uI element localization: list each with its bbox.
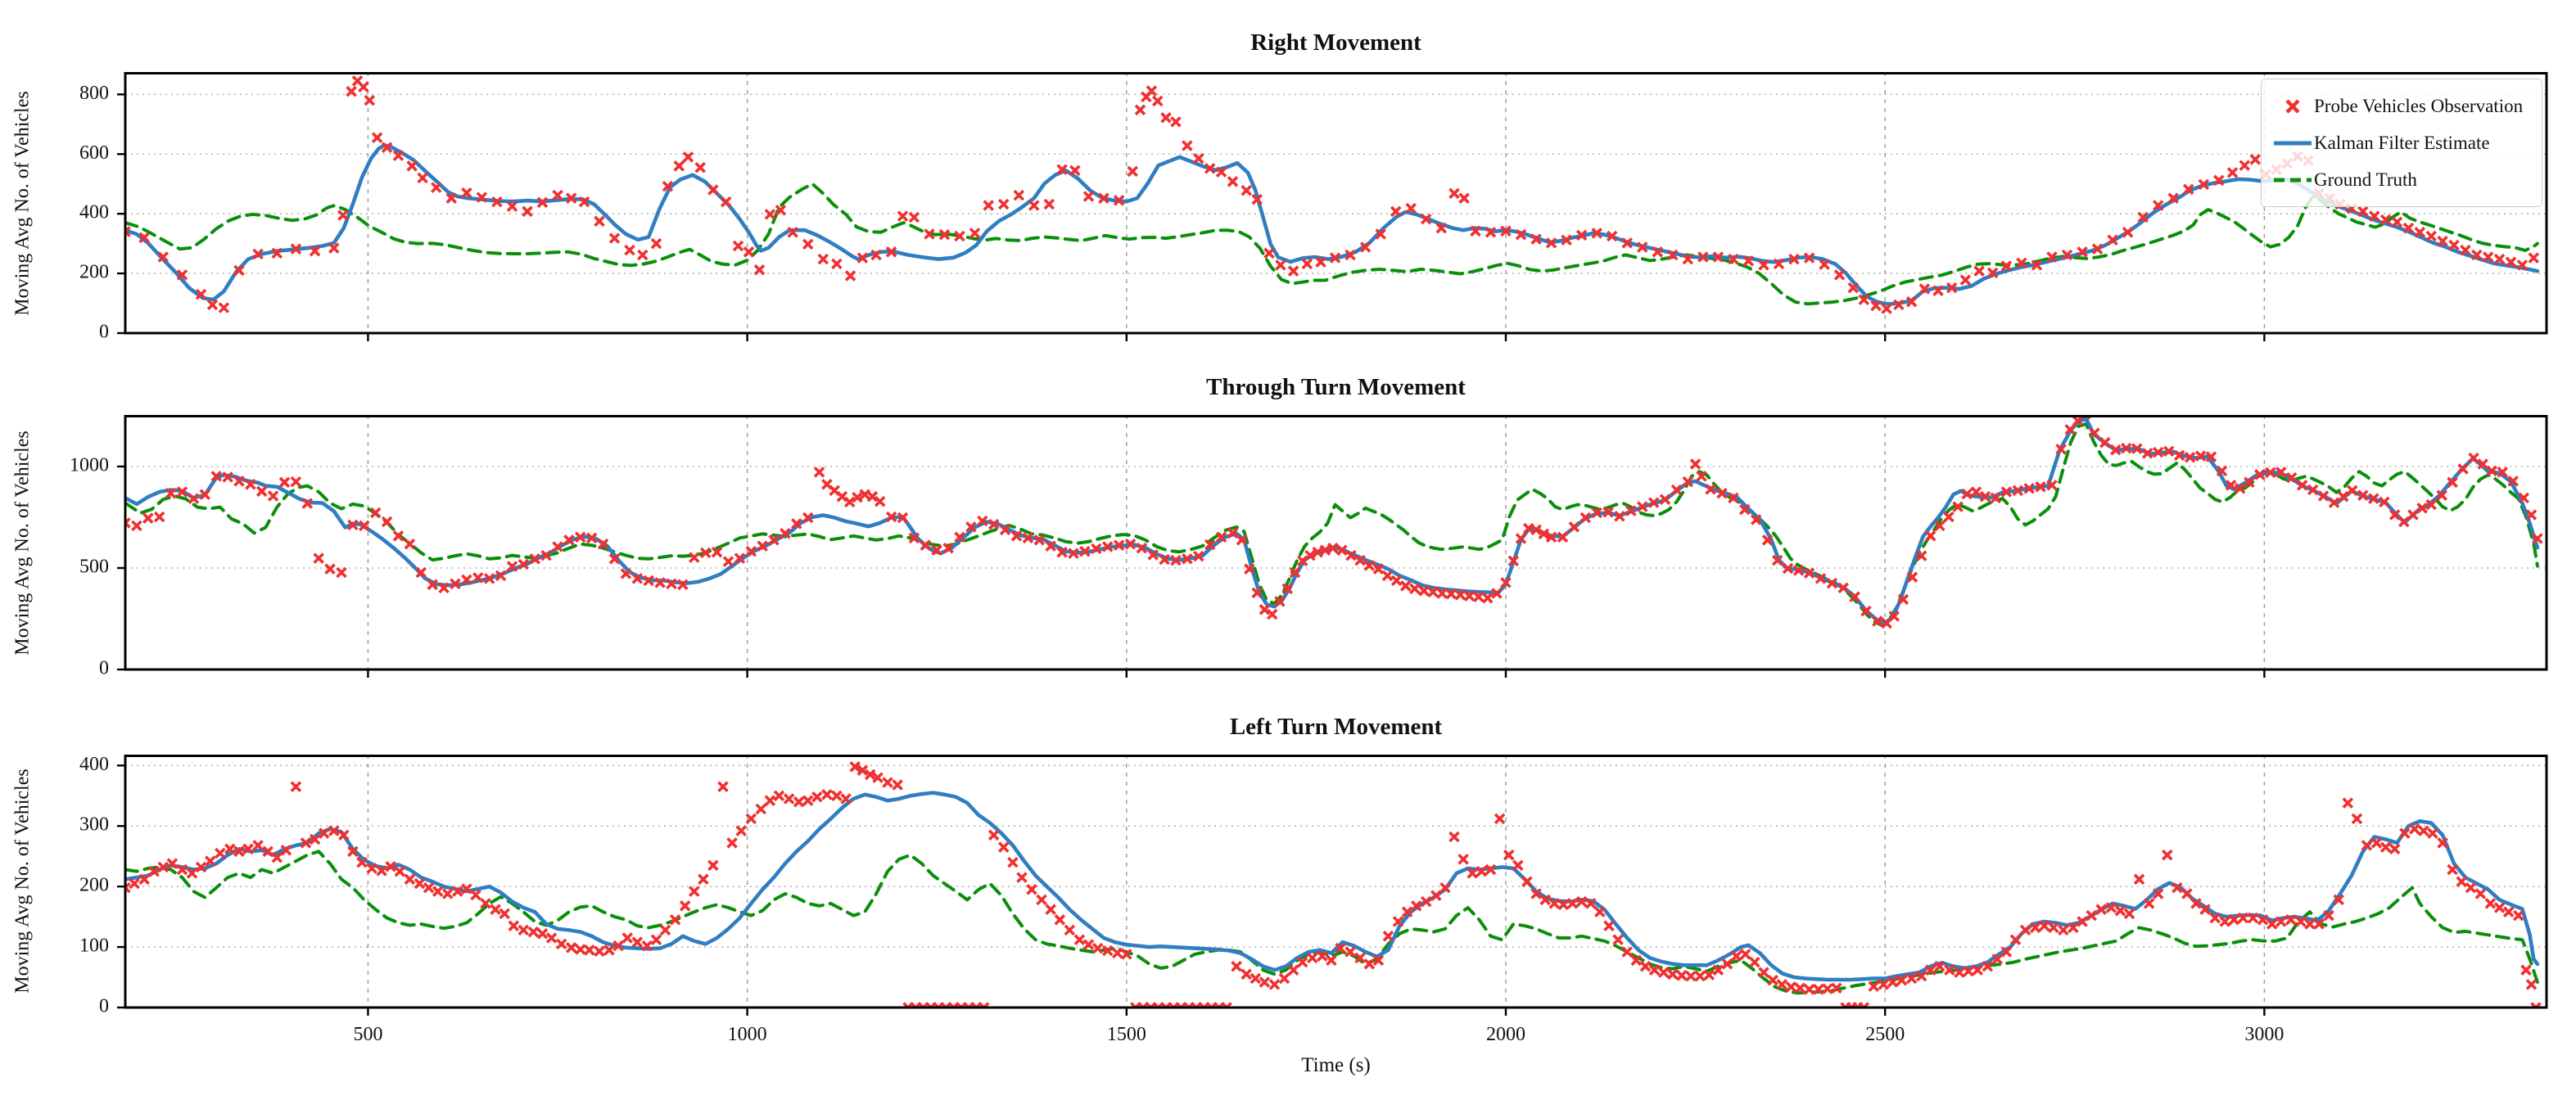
plot-area-right-movement: 0 200 400 600 800 xyxy=(79,72,2548,343)
legend-label-kalman: Kalman Filter Estimate xyxy=(2314,132,2490,153)
svg-text:2000: 2000 xyxy=(1486,1024,1525,1045)
subplot-title-right-movement: Right Movement xyxy=(1250,29,1421,56)
legend: Probe Vehicles Observation Kalman Filter… xyxy=(2261,79,2542,207)
svg-text:0: 0 xyxy=(99,322,109,343)
svg-text:400: 400 xyxy=(79,202,109,223)
svg-text:400: 400 xyxy=(79,754,109,775)
svg-text:1000: 1000 xyxy=(728,1024,767,1045)
dashed-line-icon xyxy=(2271,177,2314,183)
svg-text:0: 0 xyxy=(99,996,109,1017)
legend-item-observation: Probe Vehicles Observation xyxy=(2271,88,2532,124)
legend-item-kalman: Kalman Filter Estimate xyxy=(2271,124,2532,161)
svg-text:200: 200 xyxy=(79,875,109,896)
subplot-title-through-turn-movement: Through Turn Movement xyxy=(1206,374,1466,401)
legend-label-observation: Probe Vehicles Observation xyxy=(2314,95,2524,116)
plot-area-through-turn-movement: 0 500 1000 xyxy=(70,415,2548,679)
legend-item-ground-truth: Ground Truth xyxy=(2271,161,2532,198)
svg-text:2500: 2500 xyxy=(1865,1024,1905,1045)
svg-text:1500: 1500 xyxy=(1107,1024,1146,1045)
plot-area-left-turn-movement: 0 100 200 300 400 500 1000 1500 2000 2500 3000 xyxy=(79,754,2548,1045)
svg-text:300: 300 xyxy=(79,814,109,836)
solid-line-icon xyxy=(2271,140,2314,147)
legend-label-ground-truth: Ground Truth xyxy=(2314,169,2417,190)
svg-text:1000: 1000 xyxy=(70,454,109,476)
subplot-title-left-turn-movement: Left Turn Movement xyxy=(1229,714,1443,741)
x-marker-icon xyxy=(2271,96,2314,117)
svg-text:800: 800 xyxy=(79,83,109,104)
svg-text:500: 500 xyxy=(353,1024,382,1045)
x-axis-label: Time (s) xyxy=(1301,1054,1371,1076)
svg-text:200: 200 xyxy=(79,262,109,283)
svg-text:3000: 3000 xyxy=(2244,1024,2284,1045)
svg-text:100: 100 xyxy=(79,935,109,957)
svg-text:600: 600 xyxy=(79,142,109,164)
svg-text:500: 500 xyxy=(79,556,109,577)
svg-text:0: 0 xyxy=(99,658,109,679)
